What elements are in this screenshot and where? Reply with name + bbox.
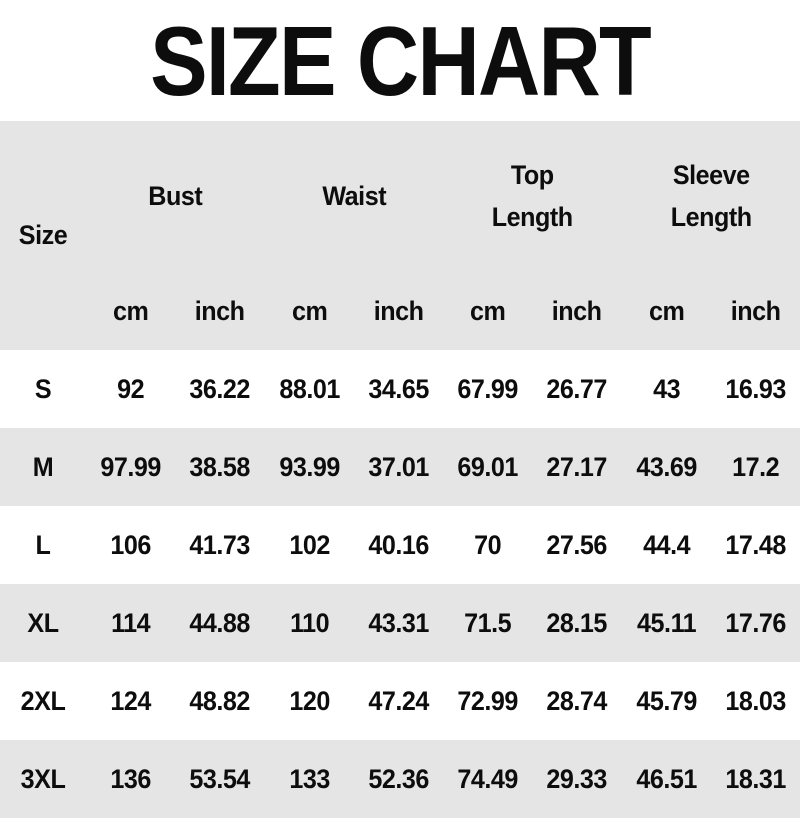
value-cell-waist-inch: 37.01	[368, 451, 429, 482]
unit-header-waist-cm: cm	[291, 296, 327, 326]
value-cell-bust-inch: 36.22	[189, 373, 251, 404]
value-cell-top-length-cm: 67.99	[457, 373, 518, 404]
value-cell-top-length-inch: 27.56	[546, 529, 608, 560]
table-row-2xl: 2XL 124 48.82 120 47.24 72.99 28.74 45.7…	[0, 662, 800, 740]
value-cell-waist-cm: 120	[288, 685, 330, 716]
value-cell-sleeve-length-inch: 16.93	[725, 373, 786, 404]
table-row-m: M 97.99 38.58 93.99 37.01 69.01 27.17 43…	[0, 428, 800, 506]
value-cell-waist-cm: 110	[289, 607, 330, 638]
value-cell-bust-inch: 53.54	[189, 763, 251, 794]
size-cell: 2XL	[20, 685, 66, 716]
unit-header-sleeve-length-cm: cm	[648, 296, 684, 326]
value-cell-waist-inch: 43.31	[368, 607, 429, 638]
page-title: SIZE CHART	[150, 5, 652, 116]
value-cell-top-length-inch: 29.33	[546, 763, 608, 794]
value-cell-bust-inch: 44.88	[189, 607, 251, 638]
column-group-bust-label: Bust	[148, 181, 203, 212]
column-header-size: Size	[18, 220, 68, 250]
value-cell-bust-inch: 48.82	[189, 685, 251, 716]
value-cell-waist-inch: 40.16	[368, 529, 429, 560]
value-cell-top-length-cm: 74.49	[457, 763, 518, 794]
value-cell-bust-cm: 136	[110, 763, 151, 794]
value-cell-sleeve-length-cm: 46.51	[635, 763, 697, 794]
table-row-l: L 106 41.73 102 40.16 70 27.56 44.4 17.4…	[0, 506, 800, 584]
value-cell-sleeve-length-cm: 45.79	[635, 685, 697, 716]
column-group-top-length: Top Length	[449, 121, 615, 273]
value-cell-bust-inch: 38.58	[189, 451, 251, 482]
size-cell: M	[32, 451, 54, 482]
value-cell-sleeve-length-cm: 43	[652, 373, 680, 404]
value-cell-waist-cm: 93.99	[278, 451, 340, 482]
value-cell-top-length-inch: 28.15	[546, 607, 608, 638]
column-group-top-length-label: Top Length	[491, 160, 573, 232]
table-header: Size Bust Waist Top Length Sleeve Length…	[0, 121, 800, 350]
value-cell-sleeve-length-inch: 17.48	[725, 529, 786, 560]
value-cell-top-length-cm: 70	[474, 529, 502, 560]
size-cell: 3XL	[20, 763, 66, 794]
value-cell-top-length-cm: 71.5	[464, 607, 512, 638]
value-cell-sleeve-length-inch: 18.31	[725, 763, 786, 794]
value-cell-bust-cm: 92	[117, 373, 145, 404]
table-body: S 92 36.22 88.01 34.65 67.99 26.77 43 16…	[0, 350, 800, 818]
value-cell-top-length-cm: 69.01	[457, 451, 518, 482]
value-cell-top-length-inch: 27.17	[546, 451, 608, 482]
column-group-sleeve-length-label: Sleeve Length	[670, 160, 752, 232]
value-cell-sleeve-length-cm: 44.4	[642, 529, 690, 560]
value-cell-waist-cm: 102	[288, 529, 330, 560]
value-cell-sleeve-length-cm: 43.69	[635, 451, 697, 482]
value-cell-bust-cm: 106	[110, 529, 151, 560]
value-cell-bust-inch: 41.73	[189, 529, 251, 560]
value-cell-sleeve-length-inch: 17.76	[725, 607, 786, 638]
value-cell-sleeve-length-cm: 45.11	[636, 607, 697, 638]
value-cell-waist-inch: 52.36	[368, 763, 429, 794]
column-group-waist: Waist	[271, 121, 437, 273]
value-cell-top-length-inch: 28.74	[546, 685, 608, 716]
value-cell-waist-inch: 47.24	[368, 685, 429, 716]
value-cell-top-length-cm: 72.99	[457, 685, 518, 716]
value-cell-waist-inch: 34.65	[368, 373, 429, 404]
unit-header-waist-inch: inch	[373, 296, 424, 326]
size-chart-header: SIZE CHART	[0, 0, 800, 121]
value-cell-sleeve-length-inch: 18.03	[725, 685, 786, 716]
column-group-waist-label: Waist	[321, 181, 386, 212]
unit-header-sleeve-length-inch: inch	[730, 296, 781, 326]
unit-header-bust-cm: cm	[112, 296, 149, 326]
unit-header-top-length-cm: cm	[469, 296, 506, 326]
value-cell-sleeve-length-inch: 17.2	[731, 451, 779, 482]
value-cell-waist-cm: 88.01	[278, 373, 340, 404]
size-cell: L	[35, 529, 51, 560]
size-cell: S	[34, 373, 52, 404]
value-cell-bust-cm: 114	[111, 607, 151, 638]
size-cell: XL	[27, 607, 59, 638]
unit-header-bust-inch: inch	[194, 296, 245, 326]
unit-header-top-length-inch: inch	[551, 296, 602, 326]
column-group-bust: Bust	[92, 121, 258, 273]
table-row-s: S 92 36.22 88.01 34.65 67.99 26.77 43 16…	[0, 350, 800, 428]
value-cell-bust-cm: 124	[110, 685, 151, 716]
table-row-3xl: 3XL 136 53.54 133 52.36 74.49 29.33 46.5…	[0, 740, 800, 818]
value-cell-top-length-inch: 26.77	[546, 373, 608, 404]
value-cell-bust-cm: 97.99	[100, 451, 161, 482]
column-group-sleeve-length: Sleeve Length	[628, 121, 794, 273]
value-cell-waist-cm: 133	[288, 763, 330, 794]
table-row-xl: XL 114 44.88 110 43.31 71.5 28.15 45.11 …	[0, 584, 800, 662]
